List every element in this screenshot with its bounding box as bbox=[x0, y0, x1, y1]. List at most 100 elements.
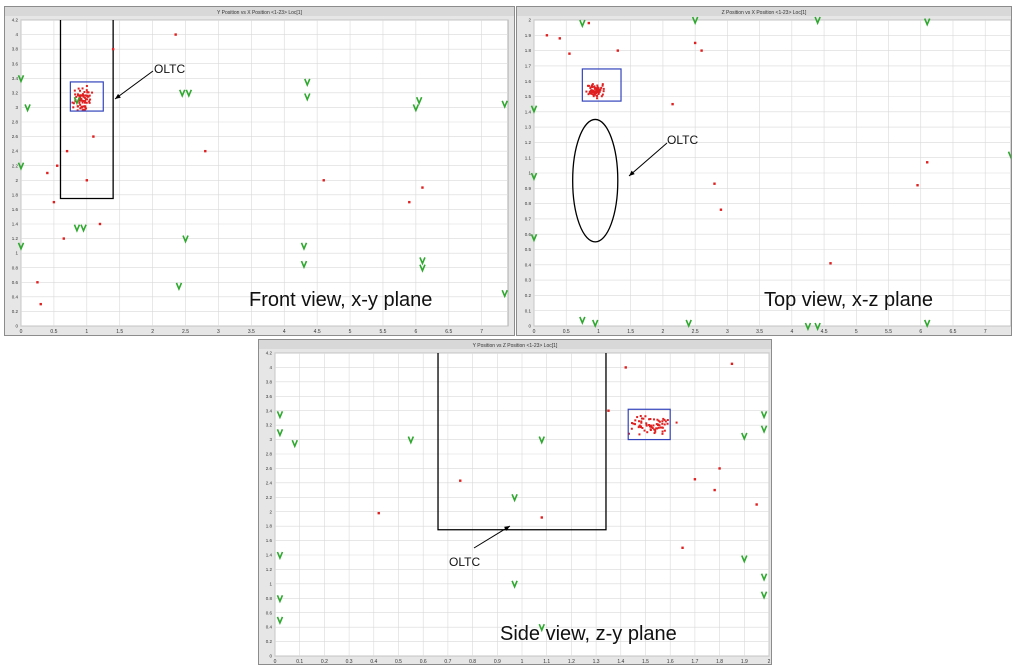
event-point bbox=[596, 88, 599, 91]
event-point bbox=[601, 93, 604, 96]
event-point bbox=[590, 85, 593, 88]
y-tick-label: 2.6 bbox=[12, 134, 19, 139]
oltc-outline bbox=[437, 353, 607, 531]
x-tick-label: 7 bbox=[480, 329, 483, 335]
event-point bbox=[596, 86, 599, 89]
x-tick-label: 6 bbox=[919, 329, 922, 335]
x-tick-label: 1 bbox=[85, 329, 88, 335]
event-point bbox=[646, 431, 649, 434]
event-point bbox=[593, 86, 596, 89]
y-tick-label: 1.6 bbox=[12, 207, 19, 212]
event-point bbox=[82, 108, 85, 111]
sensor-marker bbox=[760, 591, 768, 600]
event-point bbox=[86, 98, 89, 101]
x-tick-label: 4 bbox=[790, 329, 793, 335]
x-tick-label: 0.5 bbox=[563, 329, 570, 335]
event-point bbox=[75, 95, 78, 98]
event-point bbox=[65, 149, 69, 153]
chart-panel-top-view: Z Position vs X Position <1-23> Loc[1] 0 0… bbox=[516, 6, 1012, 336]
y-tick-label: 3.6 bbox=[266, 394, 273, 399]
event-point bbox=[88, 101, 91, 104]
y-tick-label: 1 bbox=[528, 171, 531, 176]
event-point bbox=[693, 41, 697, 45]
event-point bbox=[637, 426, 640, 429]
y-tick-label: 1.2 bbox=[12, 236, 19, 241]
x-tick-label: 6.5 bbox=[445, 329, 452, 335]
event-point bbox=[85, 94, 88, 97]
y-tick-label: 1.7 bbox=[525, 64, 532, 69]
event-point bbox=[589, 89, 592, 92]
x-tick-label: 1.5 bbox=[627, 329, 634, 335]
event-point bbox=[600, 86, 603, 89]
event-point bbox=[595, 90, 598, 93]
event-point bbox=[664, 420, 667, 423]
sensor-marker bbox=[691, 16, 699, 26]
x-tick-label: 0.7 bbox=[444, 659, 451, 664]
caption-side-view: Side view, z-y plane bbox=[500, 623, 677, 645]
x-tick-label: 0.5 bbox=[50, 329, 57, 335]
y-tick-label: 0.3 bbox=[525, 278, 532, 283]
sensor-marker bbox=[276, 616, 284, 626]
event-point bbox=[83, 108, 86, 111]
event-point bbox=[638, 425, 641, 428]
event-point bbox=[648, 425, 651, 428]
event-point bbox=[568, 52, 571, 55]
y-tick-label: 1 bbox=[15, 251, 18, 256]
x-tick-label: 5.5 bbox=[885, 329, 892, 335]
event-point bbox=[82, 95, 85, 98]
event-point bbox=[72, 102, 75, 105]
event-point bbox=[653, 432, 656, 435]
event-point bbox=[649, 428, 652, 431]
y-tick-label: 2.8 bbox=[266, 452, 273, 457]
sensor-marker bbox=[579, 19, 586, 29]
event-point bbox=[634, 419, 637, 422]
chart-title: Y Position vs X Position <1-23> Loc[1] bbox=[217, 10, 303, 16]
y-tick-label: 4.2 bbox=[266, 351, 273, 356]
event-point bbox=[641, 426, 644, 429]
event-point bbox=[322, 179, 325, 182]
x-tick-label: 1.5 bbox=[116, 329, 123, 335]
event-point bbox=[643, 429, 646, 432]
event-point bbox=[595, 87, 598, 90]
sensor-marker bbox=[530, 233, 538, 243]
event-point bbox=[79, 107, 82, 110]
x-tick-label: 2 bbox=[662, 329, 665, 335]
sensor-marker bbox=[276, 594, 284, 604]
sensor-marker bbox=[538, 623, 545, 633]
oltc-arrow-top bbox=[628, 142, 668, 177]
event-point bbox=[594, 87, 597, 90]
arrow-head bbox=[629, 170, 635, 176]
y-tick-label: 0.6 bbox=[266, 610, 273, 615]
sensor-marker bbox=[760, 573, 768, 582]
event-point bbox=[81, 93, 84, 96]
y-tick-label: 0.4 bbox=[12, 294, 19, 299]
event-point bbox=[591, 84, 594, 87]
y-tick-label: 1.4 bbox=[525, 109, 532, 114]
x-tick-label: 0.4 bbox=[370, 659, 377, 664]
y-tick-label: 2.2 bbox=[12, 163, 19, 168]
x-tick-label: 0 bbox=[20, 329, 23, 335]
sensor-marker bbox=[511, 580, 518, 589]
y-tick-label: 4 bbox=[269, 365, 272, 370]
event-point bbox=[85, 179, 89, 182]
chart-svg-side-view: Y Position vs Z Position <1-23> Loc[1]0 0… bbox=[259, 340, 771, 664]
x-tick-label: 2.5 bbox=[182, 329, 189, 335]
event-point bbox=[628, 432, 631, 435]
event-point bbox=[597, 92, 600, 95]
oltc-outline bbox=[59, 20, 114, 200]
event-point bbox=[630, 427, 633, 430]
event-point bbox=[590, 92, 593, 95]
event-point bbox=[662, 417, 665, 420]
y-tick-label: 1.6 bbox=[525, 79, 532, 84]
sensor-marker bbox=[814, 322, 821, 332]
event-point bbox=[640, 421, 643, 424]
event-point bbox=[377, 511, 380, 515]
event-point bbox=[638, 433, 641, 436]
y-tick-label: 0 bbox=[269, 654, 272, 659]
event-point bbox=[713, 182, 716, 185]
event-point bbox=[88, 100, 91, 103]
event-point bbox=[87, 95, 90, 98]
event-point bbox=[85, 89, 88, 92]
sensor-marker bbox=[501, 289, 508, 299]
sensor-marker bbox=[415, 96, 423, 106]
